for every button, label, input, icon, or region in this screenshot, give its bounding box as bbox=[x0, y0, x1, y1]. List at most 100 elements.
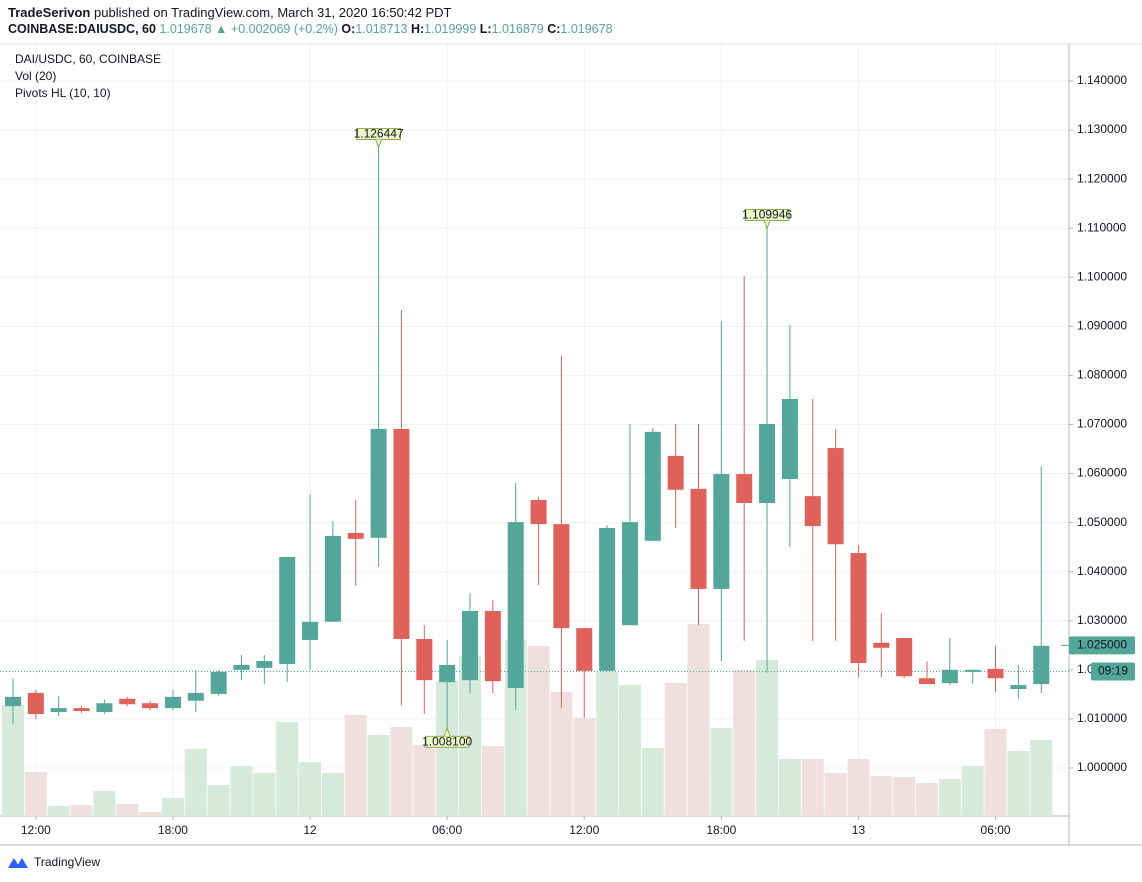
l-label: L: bbox=[479, 22, 492, 36]
logo-icon bbox=[8, 858, 28, 868]
candle-body bbox=[187, 692, 204, 701]
candle-body bbox=[96, 703, 113, 713]
candle-body bbox=[164, 696, 181, 709]
y-tick-label: 1.000000 bbox=[1077, 760, 1127, 774]
y-tick-label: 1.130000 bbox=[1077, 122, 1127, 136]
candle-body bbox=[50, 708, 67, 713]
candle-body bbox=[73, 708, 90, 712]
volume-bar bbox=[344, 715, 367, 816]
volume-bar bbox=[276, 722, 299, 816]
legend-entry: Vol (20) bbox=[15, 69, 56, 83]
volume-bar bbox=[687, 624, 710, 816]
candle-body bbox=[416, 638, 433, 681]
candle-body bbox=[347, 532, 364, 539]
volume-bar bbox=[573, 718, 596, 816]
volume-bar bbox=[24, 772, 47, 816]
volume-bar bbox=[436, 681, 459, 816]
price-label: 1.025000 bbox=[1077, 637, 1127, 651]
volume-bar bbox=[961, 766, 984, 816]
y-tick-label: 1.090000 bbox=[1077, 319, 1127, 333]
volume-bar bbox=[321, 773, 344, 816]
x-tick-label: 18:00 bbox=[158, 823, 188, 837]
volume-bar bbox=[664, 683, 687, 816]
volume-bar bbox=[459, 656, 481, 816]
volume-bar bbox=[390, 727, 413, 816]
candle-body bbox=[781, 398, 798, 479]
candle-body bbox=[599, 528, 616, 671]
candle-body bbox=[5, 696, 21, 707]
volume-bar bbox=[916, 783, 938, 816]
volume-bar bbox=[984, 729, 1007, 816]
candle-body bbox=[462, 610, 478, 681]
candle-body bbox=[1033, 645, 1050, 685]
candle-body bbox=[576, 628, 593, 671]
pivot-text: 1.008100 bbox=[422, 734, 472, 748]
candle-body bbox=[713, 474, 730, 589]
o-label: O: bbox=[341, 22, 356, 36]
volume-bar bbox=[938, 779, 961, 816]
volume-bar bbox=[367, 735, 390, 816]
open: 1.018713 bbox=[355, 22, 408, 36]
arrow: ▲ bbox=[215, 22, 228, 36]
low: 1.016879 bbox=[491, 22, 544, 36]
candle-body bbox=[27, 692, 44, 715]
price-label-box bbox=[1069, 636, 1135, 655]
x-tick-label: 12:00 bbox=[21, 823, 51, 837]
candle-body bbox=[530, 500, 547, 525]
candle-body bbox=[667, 455, 684, 490]
y-tick-label: 1.030000 bbox=[1077, 613, 1127, 627]
volume-bar bbox=[596, 672, 619, 816]
volume-bar bbox=[70, 805, 93, 816]
symbol-line: COINBASE:DAIUSDC, 60 1.019678 ▲ +0.00206… bbox=[8, 22, 613, 36]
y-tick-label: 1.060000 bbox=[1077, 466, 1127, 480]
candle-body bbox=[439, 664, 456, 683]
h-label: H: bbox=[410, 22, 425, 36]
pivot-pointer bbox=[375, 139, 382, 149]
volume-bar bbox=[230, 766, 253, 816]
candle-body bbox=[142, 703, 159, 709]
pivot-label: 1.109946 bbox=[742, 208, 792, 230]
candle-body bbox=[553, 524, 570, 629]
volume-bar bbox=[778, 759, 801, 816]
candle-body bbox=[621, 522, 638, 626]
y-tick-label: 1.010000 bbox=[1077, 711, 1127, 725]
close: 1.019678 bbox=[560, 22, 613, 36]
volume-bar bbox=[2, 705, 24, 816]
volume-bar bbox=[710, 728, 733, 816]
y-tick-label: 1.100000 bbox=[1077, 269, 1127, 283]
volume-bar bbox=[733, 670, 756, 816]
candle-body bbox=[736, 474, 753, 504]
countdown-box bbox=[1091, 662, 1135, 681]
y-tick-label: 1.120000 bbox=[1077, 171, 1127, 185]
volume-bar bbox=[253, 773, 276, 816]
x-tick-label: 12:00 bbox=[569, 823, 599, 837]
symbol: COINBASE:DAIUSDC, 60 bbox=[8, 22, 156, 36]
candle-body bbox=[279, 556, 296, 664]
candle-body bbox=[850, 553, 867, 663]
x-tick-label: 12 bbox=[303, 823, 317, 837]
pivot-label: 1.126447 bbox=[354, 127, 404, 149]
high: 1.019999 bbox=[424, 22, 477, 36]
pivot-label: 1.008100 bbox=[422, 727, 472, 748]
legend-entry: Pivots HL (10, 10) bbox=[15, 86, 111, 100]
legend-entry: DAI/USDC, 60, COINBASE bbox=[15, 52, 161, 66]
candle-body bbox=[987, 668, 1004, 679]
volume-bar bbox=[893, 777, 916, 816]
volume-bar bbox=[161, 798, 184, 816]
pivot-pointer bbox=[763, 220, 771, 230]
volume-bar bbox=[47, 806, 70, 816]
pivot-text: 1.126447 bbox=[354, 127, 404, 141]
candle-body bbox=[119, 698, 136, 705]
x-tick-label: 06:00 bbox=[432, 823, 462, 837]
x-tick-label: 13 bbox=[852, 823, 866, 837]
publish-line: TradeSerivon published on TradingView.co… bbox=[8, 5, 451, 20]
y-tick-label: 1.080000 bbox=[1077, 368, 1127, 382]
volume-bar bbox=[413, 745, 436, 816]
last-price: 1.019678 bbox=[159, 22, 212, 36]
volume-bar bbox=[93, 791, 116, 816]
candle-body bbox=[919, 678, 935, 685]
candle-body bbox=[507, 522, 524, 689]
published: published on TradingView.com, March 31, … bbox=[94, 5, 452, 20]
candle-body bbox=[827, 448, 844, 545]
